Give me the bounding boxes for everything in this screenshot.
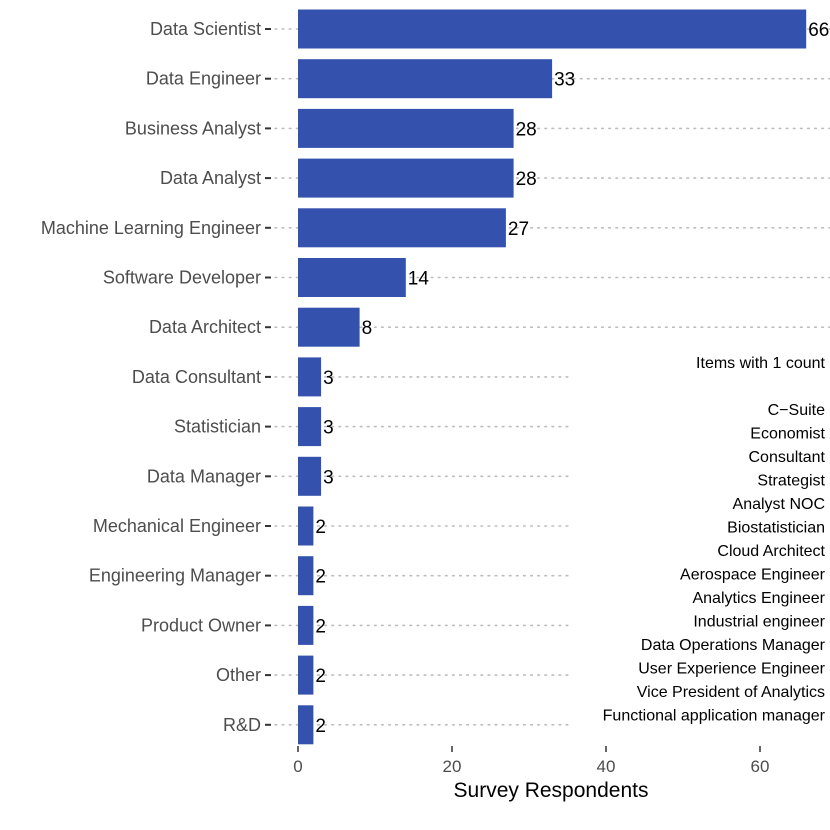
annotation-item: Vice President of Analytics [637, 684, 825, 701]
x-axis: 0 20 40 60 [293, 746, 769, 776]
data-label: 3 [323, 418, 334, 439]
bar [298, 258, 406, 297]
bar [298, 705, 314, 745]
annotation-item: Aerospace Engineer [680, 567, 826, 584]
category-label: Data Engineer [146, 69, 261, 89]
annotation-item: User Experience Engineer [638, 661, 825, 678]
bar [298, 307, 360, 347]
data-label: 2 [315, 666, 326, 687]
annotation-title: Items with 1 count [696, 355, 826, 372]
data-label: 3 [323, 467, 334, 488]
x-tick-label: 60 [751, 757, 770, 776]
data-label: 27 [508, 219, 529, 240]
category-label: Data Architect [149, 317, 261, 337]
data-label: 28 [516, 169, 537, 190]
annotation-item: Consultant [749, 449, 826, 466]
single-count-annotation: Items with 1 count C−Suite Economist Consu… [603, 355, 826, 725]
category-label: Machine Learning Engineer [41, 218, 261, 238]
data-label: 8 [362, 318, 373, 339]
data-label: 33 [554, 70, 575, 91]
annotation-item: Industrial engineer [693, 614, 825, 631]
category-label: Mechanical Engineer [93, 516, 261, 536]
category-label: Data Manager [147, 466, 261, 486]
category-axis: Data Scientist Data Engineer Business Anal… [41, 19, 271, 735]
data-label: 2 [315, 567, 326, 588]
data-label: 2 [315, 517, 326, 538]
annotation-item: Data Operations Manager [641, 637, 826, 654]
category-label: Business Analyst [125, 118, 261, 138]
annotation-item: Biostatistician [727, 520, 825, 537]
data-label: 2 [315, 616, 326, 637]
category-label: Statistician [174, 417, 261, 437]
bar [298, 556, 314, 596]
bar [298, 208, 506, 248]
category-label: Engineering Manager [89, 566, 261, 586]
annotation-item: C−Suite [768, 402, 825, 419]
bar [298, 605, 314, 645]
category-label: Data Scientist [150, 19, 261, 39]
data-label: 66 [808, 20, 829, 41]
data-label: 14 [408, 269, 430, 290]
bar [298, 407, 322, 447]
bar [298, 456, 322, 496]
bar [298, 108, 514, 148]
data-label: 28 [516, 119, 537, 140]
x-tick-label: 0 [293, 757, 302, 776]
category-label: Software Developer [103, 268, 261, 288]
bar [298, 59, 553, 99]
category-label: Other [216, 665, 261, 685]
bar [298, 506, 314, 546]
data-label: 3 [323, 368, 334, 389]
category-label: Data Consultant [132, 367, 261, 387]
annotation-item: Strategist [757, 473, 825, 490]
annotation-item: Analytics Engineer [692, 590, 825, 607]
x-tick-label: 40 [597, 757, 616, 776]
annotation-item: Analyst NOC [733, 496, 825, 513]
bar [298, 158, 514, 198]
bars [298, 9, 807, 745]
annotation-item: Functional application manager [603, 708, 826, 725]
bar [298, 655, 314, 695]
bar [298, 357, 322, 397]
bar [298, 9, 807, 49]
annotation-item: Cloud Architect [717, 543, 825, 560]
x-axis-title: Survey Respondents [454, 779, 649, 802]
x-tick-label: 20 [443, 757, 462, 776]
category-label: Product Owner [141, 615, 261, 635]
annotation-item: Economist [750, 426, 825, 443]
data-label: 2 [315, 716, 326, 737]
category-label: R&D [223, 715, 261, 735]
category-label: Data Analyst [160, 168, 261, 188]
